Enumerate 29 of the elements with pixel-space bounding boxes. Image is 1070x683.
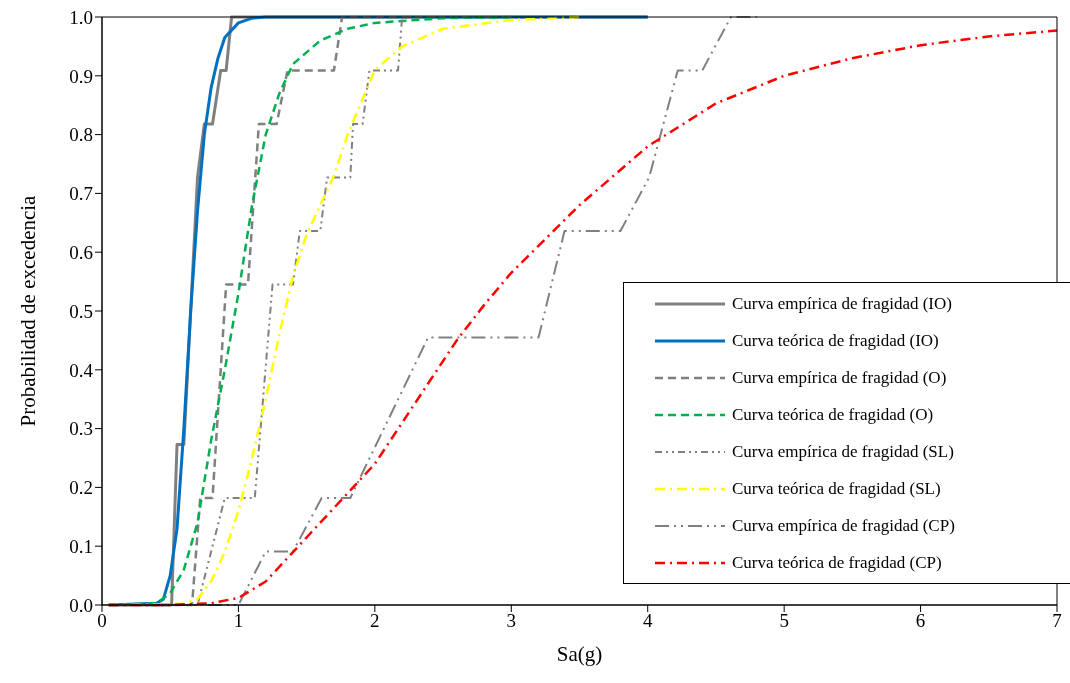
- legend-label: Curva teórica de fragidad (CP): [732, 552, 942, 573]
- legend-label: Curva teórica de fragidad (IO): [732, 330, 939, 351]
- x-tick-label: 0: [97, 610, 107, 632]
- y-axis-title: Probabilidad de excedencia: [16, 194, 41, 427]
- legend-label: Curva teórica de fragidad (SL): [732, 478, 941, 499]
- y-tick-label: 0.8: [69, 124, 93, 146]
- y-tick-label: 1.0: [69, 6, 93, 28]
- x-tick-label: 7: [1052, 610, 1062, 632]
- y-tick-label: 0.5: [69, 300, 93, 322]
- y-tick-label: 0.4: [69, 359, 94, 381]
- y-tick-label: 0.6: [69, 241, 93, 263]
- x-tick-label: 1: [233, 610, 244, 632]
- y-tick-label: 0.7: [69, 183, 93, 205]
- x-tick-label: 4: [642, 610, 653, 632]
- legend-label: Curva empírica de fragidad (IO): [732, 293, 952, 314]
- x-tick-label: 2: [370, 610, 380, 632]
- y-tick-label: 0.9: [69, 65, 93, 87]
- x-axis-title: Sa(g): [556, 642, 603, 666]
- y-tick-label: 0.3: [69, 418, 93, 440]
- y-tick-label: 0.0: [69, 594, 93, 616]
- x-tick-label: 6: [915, 610, 926, 632]
- y-tick-label: 0.1: [69, 535, 93, 557]
- legend-label: Curva teórica de fragidad (O): [732, 404, 934, 425]
- x-tick-label: 5: [779, 610, 789, 632]
- legend-label: Curva empírica de fragidad (CP): [732, 515, 955, 536]
- x-tick-label: 3: [506, 610, 517, 632]
- legend-label: Curva empírica de fragidad (SL): [732, 441, 954, 462]
- y-tick-label: 0.2: [69, 477, 93, 499]
- legend-label: Curva empírica de fragidad (O): [732, 367, 947, 388]
